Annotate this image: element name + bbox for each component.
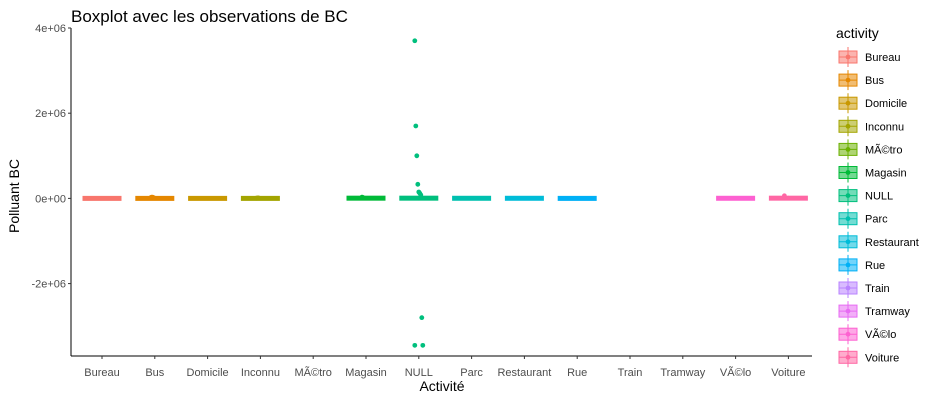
box-group-1	[82, 195, 122, 201]
y-tick-label: 4e+06	[35, 23, 66, 35]
outlier-point	[413, 123, 419, 129]
legend-key-point	[845, 100, 851, 106]
x-tick-label: Rue	[567, 367, 587, 379]
legend-label: Parc	[865, 214, 888, 226]
box-group-3	[188, 195, 228, 201]
legend-item: Voiture	[838, 347, 899, 368]
outlier-point	[360, 195, 366, 200]
legend-key-point	[845, 239, 851, 245]
outlier-point	[419, 315, 425, 321]
legend-key-point	[845, 77, 851, 83]
legend-label: Restaurant	[865, 237, 919, 249]
axes: 4e+06 2e+06 0e+00 -2e+06 Bureau Bus Domicile In…	[31, 23, 812, 379]
legend-key-point	[845, 54, 851, 60]
legend-item: NULL	[838, 185, 893, 206]
outlier-point	[256, 195, 261, 201]
legend-key-point	[845, 147, 851, 152]
y-tick-label: 0e+00	[35, 193, 66, 205]
outlier-point	[414, 153, 420, 159]
legend-label: MÃ©tro	[865, 143, 902, 156]
outlier-point	[782, 193, 787, 199]
legend-label: Domicile	[865, 98, 907, 110]
x-tick-label: VÃ©lo	[720, 366, 751, 379]
legend-item: Magasin	[838, 162, 907, 183]
legend-item: Bus	[838, 70, 884, 91]
legend-item: MÃ©tro	[838, 139, 902, 160]
legend-item: Inconnu	[838, 116, 904, 137]
legend-label: Rue	[865, 260, 885, 272]
legend-item: Tramway	[838, 301, 910, 322]
legend-item: Parc	[838, 208, 888, 229]
legend-item: Bureau	[838, 47, 900, 67]
legend-label: VÃ©lo	[865, 328, 896, 341]
x-tick-label: Parc	[460, 367, 483, 379]
legend-key-point	[845, 308, 851, 314]
x-tick-label: Restaurant	[497, 367, 551, 379]
legend-label: Inconnu	[865, 121, 904, 133]
x-tick-label: Bureau	[84, 367, 119, 379]
legend-item: Domicile	[838, 93, 907, 114]
x-tick-label: MÃ©tro	[294, 366, 331, 379]
legend-key-point	[845, 216, 851, 222]
x-tick-label: Tramway	[660, 367, 705, 379]
box-group-13	[716, 195, 756, 201]
y-tick-label: -2e+06	[31, 279, 66, 291]
outlier-point	[420, 342, 426, 348]
legend-label: Bus	[865, 75, 884, 87]
legend-label: Train	[865, 283, 890, 295]
y-tick-label: 2e+06	[35, 108, 66, 120]
x-tick-label: NULL	[405, 367, 433, 379]
box-group-7	[399, 38, 439, 348]
legend-key-point	[845, 123, 851, 129]
legend-key-point	[845, 354, 851, 360]
legend: Bureau Bus Domicile Inconnu MÃ©tro Magasin NUL…	[838, 47, 919, 368]
box-group-8	[452, 195, 492, 201]
legend-key-point	[845, 331, 851, 337]
x-tick-label: Voiture	[771, 367, 805, 379]
legend-item: Restaurant	[838, 231, 919, 252]
outlier-point	[418, 192, 424, 198]
box-group-10	[557, 195, 597, 201]
legend-title: activity	[836, 25, 879, 41]
box-group-14	[768, 193, 808, 201]
legend-key-point	[845, 170, 851, 175]
outlier-point	[151, 195, 157, 201]
outlier-point	[412, 342, 418, 348]
legend-key-point	[845, 262, 851, 268]
x-tick-label: Inconnu	[241, 367, 280, 379]
legend-item: VÃ©lo	[838, 324, 896, 345]
outlier-point	[412, 38, 418, 44]
x-axis-title: Activité	[419, 378, 464, 394]
box-group-9	[504, 195, 544, 201]
x-tick-label: Bus	[145, 367, 164, 379]
x-tick-label: Domicile	[187, 367, 229, 379]
legend-key-point	[845, 285, 851, 291]
box-group-2	[135, 194, 175, 201]
box-group-6	[346, 194, 386, 201]
x-tick-label: Train	[618, 367, 643, 379]
legend-item: Rue	[838, 254, 885, 275]
legend-label: Tramway	[865, 306, 910, 318]
plot-area	[82, 38, 808, 348]
box-group-4	[240, 195, 280, 201]
legend-label: Magasin	[865, 168, 907, 180]
legend-item: Train	[838, 278, 890, 298]
legend-key-point	[845, 193, 851, 199]
x-tick-label: Magasin	[345, 367, 387, 379]
legend-label: Bureau	[865, 52, 900, 64]
chart-title: Boxplot avec les observations de BC	[71, 7, 348, 26]
legend-label: NULL	[865, 191, 893, 203]
outlier-point	[415, 181, 421, 187]
legend-label: Voiture	[865, 352, 899, 364]
y-axis-title: Polluant BC	[6, 159, 22, 233]
